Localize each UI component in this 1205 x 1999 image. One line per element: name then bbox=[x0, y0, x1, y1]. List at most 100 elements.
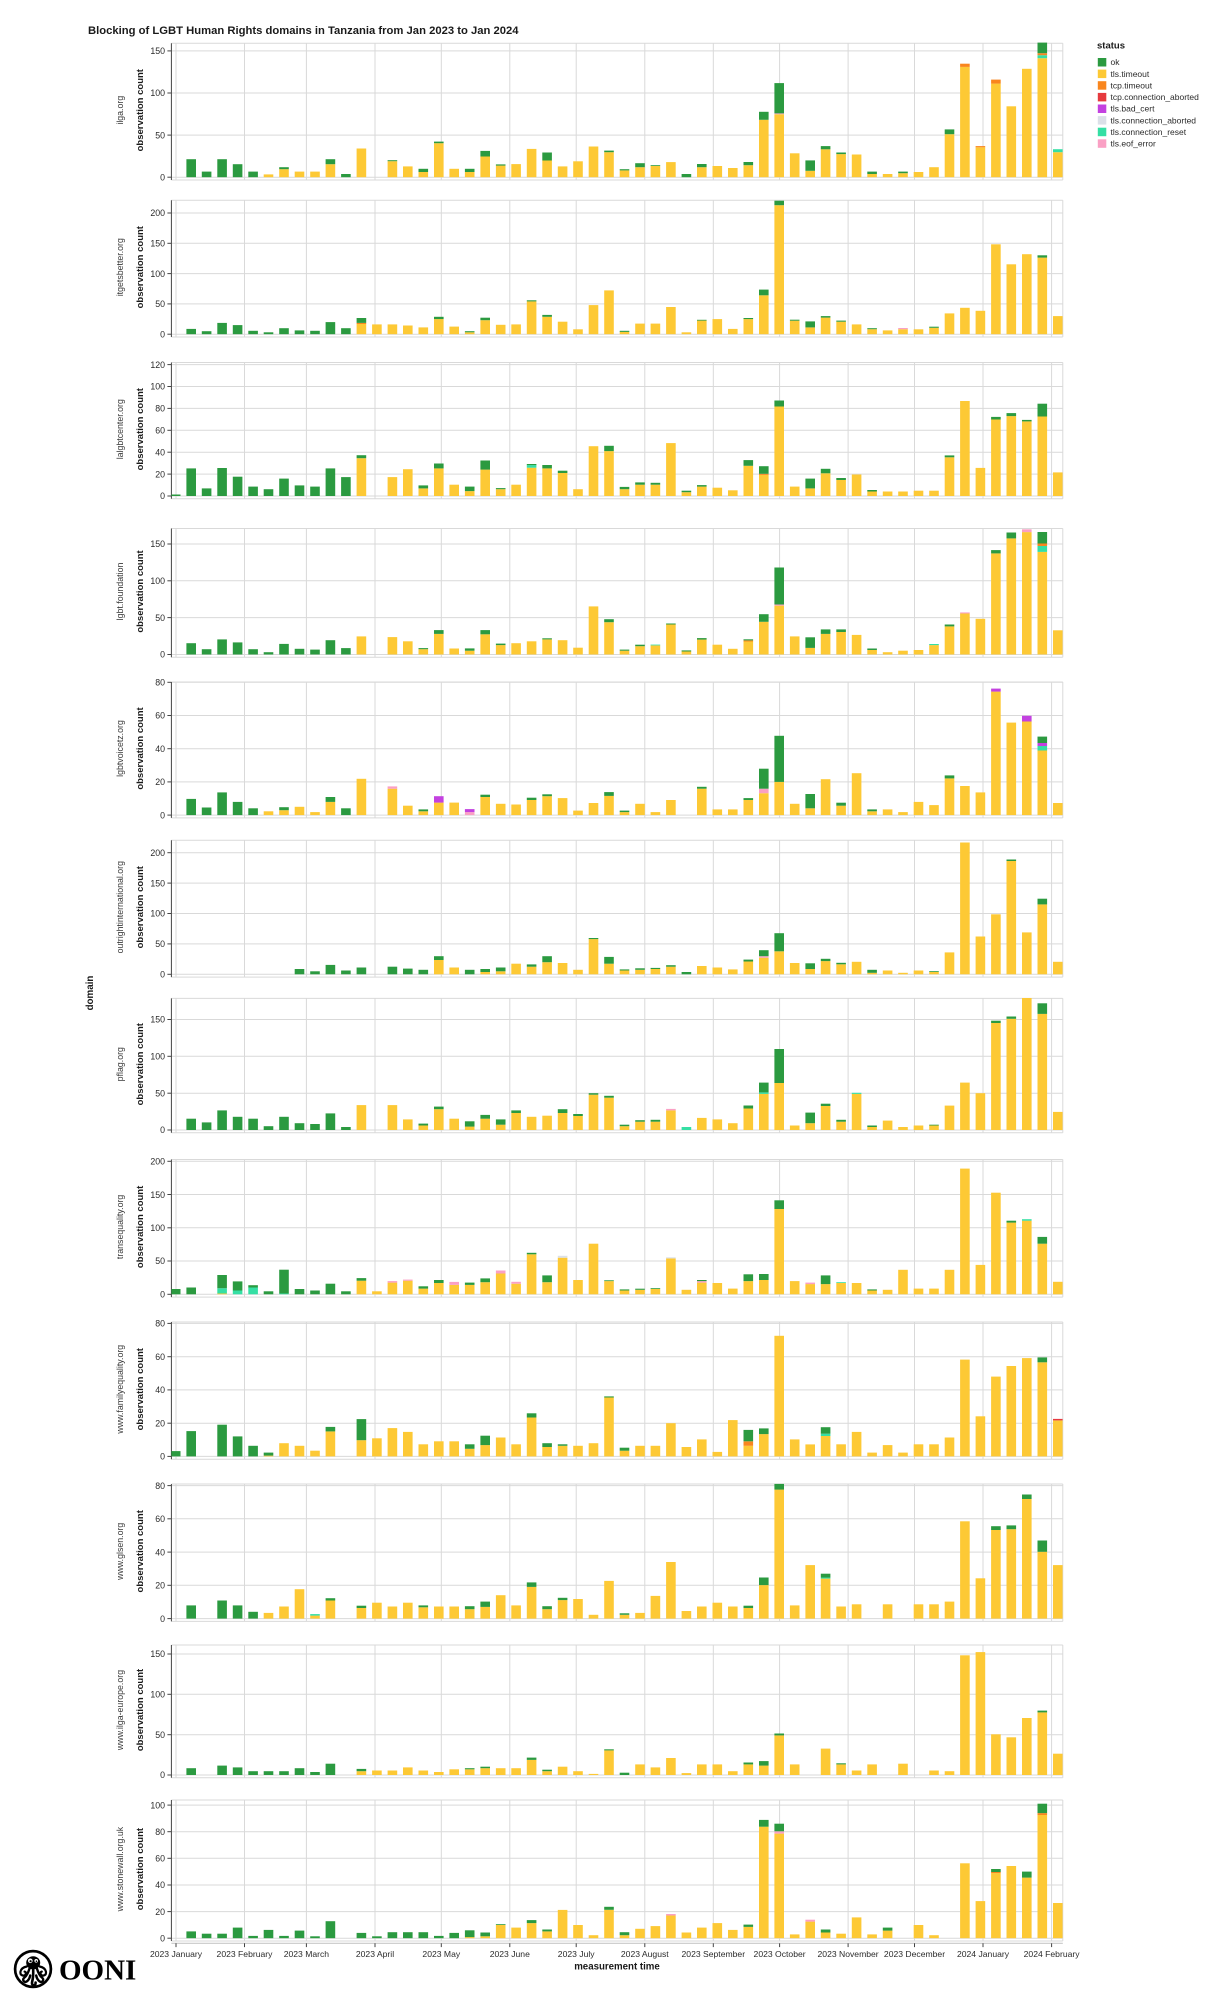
svg-text:40: 40 bbox=[155, 744, 165, 754]
svg-text:50: 50 bbox=[155, 1730, 165, 1740]
svg-text:outrightinternational.org: outrightinternational.org bbox=[115, 861, 125, 954]
svg-text:www.familyequality.org: www.familyequality.org bbox=[115, 1345, 125, 1435]
svg-text:50: 50 bbox=[155, 1088, 165, 1098]
svg-text:150: 150 bbox=[150, 239, 165, 249]
svg-text:60: 60 bbox=[155, 1854, 165, 1864]
svg-text:itgetsbetter.org: itgetsbetter.org bbox=[115, 238, 125, 296]
svg-text:0: 0 bbox=[160, 970, 165, 980]
svg-text:20: 20 bbox=[155, 469, 165, 479]
svg-text:150: 150 bbox=[150, 46, 165, 56]
svg-text:150: 150 bbox=[150, 878, 165, 888]
svg-text:observation count: observation count bbox=[135, 225, 146, 308]
svg-text:observation count: observation count bbox=[135, 549, 146, 632]
svg-text:60: 60 bbox=[155, 1514, 165, 1524]
svg-text:20: 20 bbox=[155, 1907, 165, 1917]
svg-text:tcp.timeout: tcp.timeout bbox=[1111, 80, 1153, 90]
svg-text:40: 40 bbox=[155, 1385, 165, 1395]
svg-text:40: 40 bbox=[155, 1880, 165, 1890]
svg-text:0: 0 bbox=[160, 172, 165, 182]
svg-text:0: 0 bbox=[160, 1452, 165, 1462]
svg-text:ilga.org: ilga.org bbox=[115, 96, 125, 125]
svg-text:Blocking of LGBT Human Rights: Blocking of LGBT Human Rights domains in… bbox=[88, 25, 519, 37]
svg-text:150: 150 bbox=[150, 1649, 165, 1659]
svg-text:100: 100 bbox=[150, 382, 165, 392]
svg-text:40: 40 bbox=[155, 1547, 165, 1557]
svg-text:2023 February: 2023 February bbox=[217, 1949, 274, 1959]
svg-text:80: 80 bbox=[155, 678, 165, 688]
svg-text:tcp.connection_aborted: tcp.connection_aborted bbox=[1111, 92, 1200, 102]
svg-text:tls.connection_reset: tls.connection_reset bbox=[1111, 127, 1187, 137]
svg-text:2023 June: 2023 June bbox=[490, 1949, 530, 1959]
svg-text:100: 100 bbox=[150, 576, 165, 586]
svg-text:200: 200 bbox=[150, 208, 165, 218]
svg-text:150: 150 bbox=[150, 1190, 165, 1200]
svg-text:0: 0 bbox=[160, 1933, 165, 1943]
svg-text:0: 0 bbox=[160, 1770, 165, 1780]
svg-text:100: 100 bbox=[150, 88, 165, 98]
svg-text:ok: ok bbox=[1111, 57, 1121, 67]
svg-text:80: 80 bbox=[155, 1481, 165, 1491]
svg-text:tls.connection_aborted: tls.connection_aborted bbox=[1111, 115, 1197, 125]
svg-text:2023 August: 2023 August bbox=[621, 1949, 669, 1959]
svg-text:100: 100 bbox=[150, 1223, 165, 1233]
svg-text:observation count: observation count bbox=[135, 1509, 146, 1592]
svg-text:2024 February: 2024 February bbox=[1024, 1949, 1081, 1959]
svg-text:20: 20 bbox=[155, 1581, 165, 1591]
svg-text:2023 September: 2023 September bbox=[682, 1949, 746, 1959]
svg-text:2023 May: 2023 May bbox=[422, 1949, 460, 1959]
svg-text:2023 March: 2023 March bbox=[284, 1949, 330, 1959]
svg-text:status: status bbox=[1097, 41, 1125, 52]
svg-text:80: 80 bbox=[155, 1319, 165, 1329]
svg-text:200: 200 bbox=[150, 848, 165, 858]
svg-text:60: 60 bbox=[155, 1352, 165, 1362]
svg-text:80: 80 bbox=[155, 1827, 165, 1837]
svg-text:observation count: observation count bbox=[135, 68, 146, 151]
svg-text:2023 April: 2023 April bbox=[356, 1949, 394, 1959]
svg-text:pflag.org: pflag.org bbox=[115, 1047, 125, 1081]
svg-text:80: 80 bbox=[155, 404, 165, 414]
svg-text:lgbt.foundation: lgbt.foundation bbox=[115, 563, 125, 621]
svg-text:2023 December: 2023 December bbox=[884, 1949, 945, 1959]
svg-text:observation count: observation count bbox=[135, 1185, 146, 1268]
svg-text:100: 100 bbox=[150, 909, 165, 919]
svg-text:20: 20 bbox=[155, 1418, 165, 1428]
svg-text:200: 200 bbox=[150, 1157, 165, 1167]
svg-text:2023 July: 2023 July bbox=[558, 1949, 595, 1959]
svg-text:100: 100 bbox=[150, 1052, 165, 1062]
svg-text:domain: domain bbox=[85, 976, 96, 1011]
svg-text:observation count: observation count bbox=[135, 1347, 146, 1430]
svg-text:100: 100 bbox=[150, 1690, 165, 1700]
svg-text:50: 50 bbox=[155, 130, 165, 140]
svg-text:tls.timeout: tls.timeout bbox=[1111, 69, 1150, 79]
svg-text:observation count: observation count bbox=[135, 1022, 146, 1105]
svg-text:tls.eof_error: tls.eof_error bbox=[1111, 139, 1157, 149]
svg-text:observation count: observation count bbox=[135, 387, 146, 470]
svg-text:50: 50 bbox=[155, 299, 165, 309]
svg-text:150: 150 bbox=[150, 1015, 165, 1025]
svg-text:transequality.org: transequality.org bbox=[115, 1195, 125, 1259]
svg-text:40: 40 bbox=[155, 447, 165, 457]
svg-text:observation count: observation count bbox=[135, 865, 146, 948]
svg-text:0: 0 bbox=[160, 491, 165, 501]
svg-text:120: 120 bbox=[150, 360, 165, 370]
svg-text:50: 50 bbox=[155, 1256, 165, 1266]
svg-text:www.glsen.org: www.glsen.org bbox=[115, 1523, 125, 1581]
svg-text:0: 0 bbox=[160, 650, 165, 660]
svg-text:60: 60 bbox=[155, 426, 165, 436]
svg-text:observation count: observation count bbox=[135, 1668, 146, 1751]
svg-text:100: 100 bbox=[150, 269, 165, 279]
svg-text:0: 0 bbox=[160, 810, 165, 820]
svg-text:www.ilga-europe.org: www.ilga-europe.org bbox=[115, 1670, 125, 1751]
svg-text:2023 January: 2023 January bbox=[150, 1949, 203, 1959]
svg-text:lalgbtcenter.org: lalgbtcenter.org bbox=[115, 399, 125, 459]
svg-text:0: 0 bbox=[160, 1614, 165, 1624]
svg-text:lgbtvoicetz.org: lgbtvoicetz.org bbox=[115, 720, 125, 777]
svg-text:observation count: observation count bbox=[135, 1827, 146, 1910]
svg-text:2023 October: 2023 October bbox=[754, 1949, 806, 1959]
svg-text:2023 November: 2023 November bbox=[818, 1949, 879, 1959]
svg-text:www.stonewall.org.uk: www.stonewall.org.uk bbox=[115, 1826, 125, 1912]
svg-text:60: 60 bbox=[155, 711, 165, 721]
svg-text:100: 100 bbox=[150, 1800, 165, 1810]
svg-text:OONI: OONI bbox=[59, 1955, 136, 1987]
svg-text:0: 0 bbox=[160, 329, 165, 339]
